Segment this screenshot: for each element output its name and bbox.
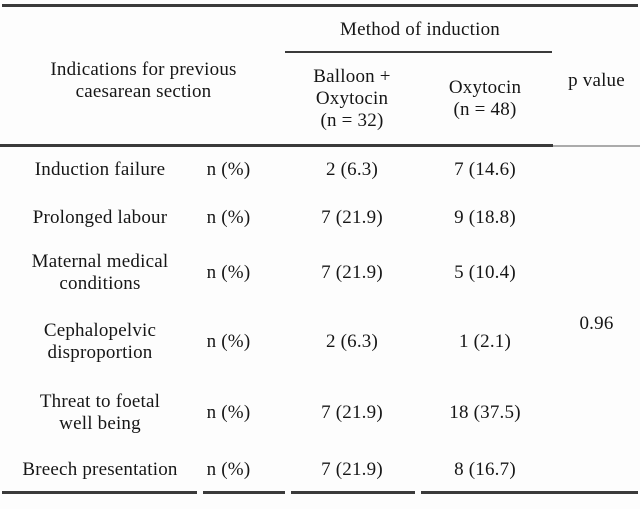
table-cell-measure: n (%) xyxy=(206,159,251,180)
bottom-rule-segment-oxytocin-pvalue xyxy=(421,491,638,494)
table-cell-oxytocin: 1 (2.1) xyxy=(458,331,512,352)
table-cell-oxytocin: 8 (16.7) xyxy=(454,458,516,480)
bottom-rule-segment-measure xyxy=(203,491,285,494)
column-header-oxytocin: Oxytocin (n = 48) xyxy=(448,76,522,120)
table-cell-balloon_oxytocin: 7 (21.9) xyxy=(321,207,383,228)
p-value-cell: 0.96 xyxy=(579,312,614,334)
table-cell-balloon_oxytocin: 7 (21.9) xyxy=(321,262,383,283)
method-group-underline xyxy=(285,51,552,53)
table-cell-balloon_oxytocin: 2 (6.3) xyxy=(325,331,379,352)
column-header-indications: Indications for previous caesarean secti… xyxy=(50,58,237,102)
table-cell-indication: Breech presentation xyxy=(22,458,178,480)
column-header-p-value: p value xyxy=(568,69,625,91)
table-cell-balloon_oxytocin: 2 (6.3) xyxy=(325,159,379,180)
induction-table: Indications for previous caesarean secti… xyxy=(0,7,640,491)
bottom-rule-segment-indication xyxy=(2,491,197,494)
table-cell-measure: n (%) xyxy=(206,402,251,423)
table-cell-measure: n (%) xyxy=(206,262,251,283)
table-cell-indication: Maternal medical conditions xyxy=(31,251,169,294)
table-cell-indication: Induction failure xyxy=(34,159,166,180)
column-group-method-of-induction: Method of induction Balloon + Oxytocin (… xyxy=(287,7,553,144)
table-cell-oxytocin: 9 (18.8) xyxy=(454,207,516,228)
table-cell-indication: Prolonged labour xyxy=(32,207,168,228)
table-cell-oxytocin: 7 (14.6) xyxy=(454,159,516,180)
table-cell-balloon_oxytocin: 7 (21.9) xyxy=(321,402,383,423)
column-header-balloon-oxytocin: Balloon + Oxytocin (n = 32) xyxy=(313,65,391,131)
table-cell-indication: Threat to foetal well being xyxy=(39,391,161,434)
table-cell-measure: n (%) xyxy=(206,458,251,480)
table-cell-measure: n (%) xyxy=(206,207,251,228)
column-group-header-label: Method of induction xyxy=(339,19,500,40)
table-cell-oxytocin: 5 (10.4) xyxy=(454,262,516,283)
top-rule xyxy=(2,4,638,7)
table-cell-balloon_oxytocin: 7 (21.9) xyxy=(321,458,383,480)
method-subcolumns: Balloon + Oxytocin (n = 32) Oxytocin (n … xyxy=(287,53,553,144)
header-separator-rule-light xyxy=(553,145,640,147)
table-cell-oxytocin: 18 (37.5) xyxy=(449,402,521,423)
bottom-rule-segment-balloon xyxy=(291,491,415,494)
table-cell-indication: Cephalopelvic disproportion xyxy=(43,320,157,363)
table-cell-measure: n (%) xyxy=(206,331,251,352)
header-separator-rule xyxy=(0,144,553,147)
